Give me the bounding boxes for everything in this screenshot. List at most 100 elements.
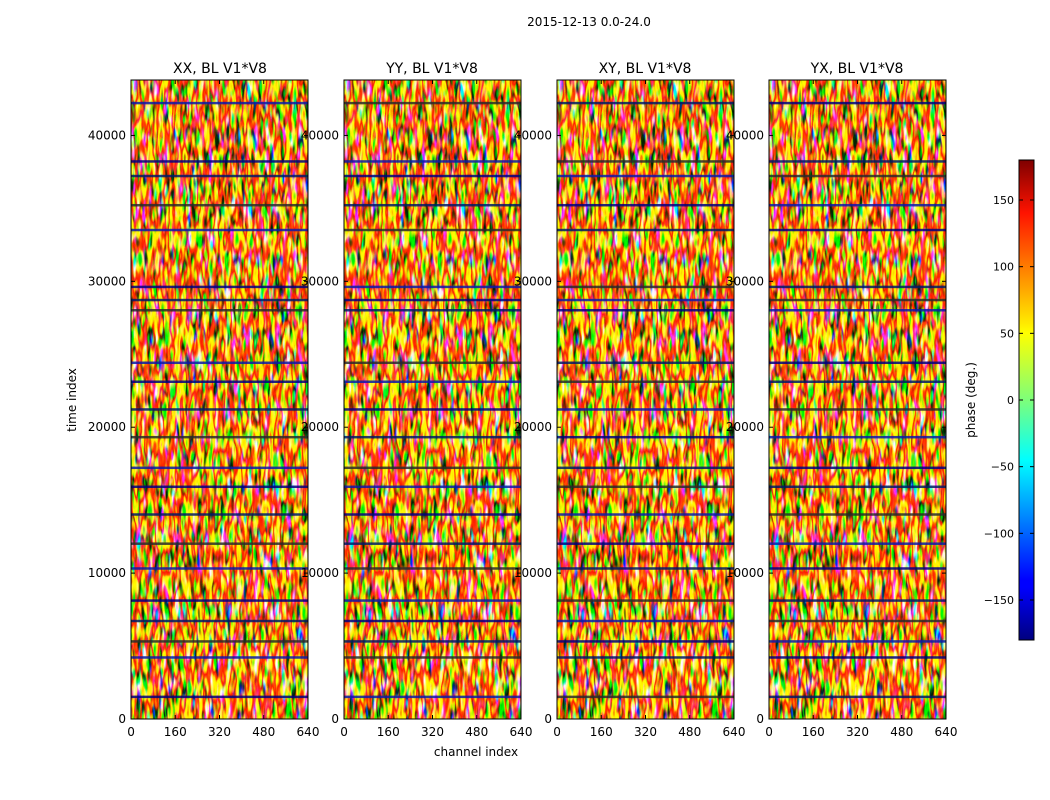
flag-band — [344, 542, 521, 545]
flag-band — [344, 485, 521, 489]
flag-band — [557, 640, 734, 643]
flag-band — [344, 203, 521, 207]
flag-band — [344, 640, 521, 643]
panel-title-yx: YX, BL V1*V8 — [810, 61, 904, 77]
flag-band — [344, 285, 521, 289]
flag-band — [131, 380, 308, 383]
y-tick-label: 10000 — [514, 566, 552, 580]
flag-band — [557, 542, 734, 545]
colorbar-tick-label: −150 — [984, 594, 1014, 607]
y-tick-label: 0 — [118, 712, 126, 726]
flag-band — [131, 285, 308, 289]
x-tick-label: 320 — [208, 725, 231, 739]
flag-band — [769, 619, 946, 623]
figure-suptitle: 2015-12-13 0.0-24.0 — [527, 15, 651, 29]
flag-band — [344, 695, 521, 699]
flag-band — [769, 285, 946, 289]
flag-band — [131, 485, 308, 489]
flag-band — [557, 160, 734, 163]
flag-band — [769, 567, 946, 570]
colorbar: −150 −100 −50 0 50 100 150 phase (deg.) — [964, 159, 1035, 641]
x-tick-label: 640 — [297, 725, 320, 739]
flag-band — [557, 466, 734, 470]
flag-band — [131, 619, 308, 623]
x-tick-label: 0 — [127, 725, 135, 739]
flag-band — [769, 466, 946, 470]
flag-band — [557, 174, 734, 178]
x-axis-label: channel index — [434, 745, 518, 759]
phase-texture — [131, 80, 308, 719]
colorbar-tick-label: −50 — [991, 461, 1014, 474]
y-tick-label: 20000 — [514, 420, 552, 434]
colorbar-label: phase (deg.) — [964, 362, 978, 438]
flag-band — [557, 228, 734, 232]
flag-band — [131, 656, 308, 659]
x-tick-label: 480 — [890, 725, 913, 739]
colorbar-tick-label: 50 — [1000, 327, 1014, 340]
y-tick-label: 0 — [756, 712, 764, 726]
x-tick-label: 160 — [802, 725, 825, 739]
panel-title-yy: YY, BL V1*V8 — [385, 61, 478, 77]
flag-band — [769, 380, 946, 383]
y-tick-label: 30000 — [514, 274, 552, 288]
flag-band — [131, 567, 308, 570]
y-tick-label: 10000 — [88, 566, 126, 580]
flag-band — [344, 599, 521, 602]
flag-band — [769, 160, 946, 163]
flag-band — [131, 408, 308, 411]
panel-xx: XX, BL V1*V8 0 160 320 480 640 0 10000 20000 300… — [88, 61, 320, 739]
flag-band — [769, 435, 946, 439]
flag-band — [557, 309, 734, 312]
colorbar-tick-label: 100 — [993, 261, 1014, 274]
flag-band — [769, 203, 946, 207]
flag-band — [557, 203, 734, 207]
flag-band — [344, 101, 521, 105]
flag-band — [769, 174, 946, 178]
flag-band — [769, 101, 946, 105]
y-tick-label: 20000 — [301, 420, 339, 434]
y-tick-label: 40000 — [88, 128, 126, 142]
x-tick-label: 320 — [634, 725, 657, 739]
flag-band — [344, 513, 521, 516]
x-tick-label: 480 — [252, 725, 275, 739]
x-tick-label: 640 — [723, 725, 746, 739]
flag-band — [131, 203, 308, 207]
flag-band — [131, 542, 308, 545]
flag-band — [769, 695, 946, 699]
panel-yy: YY, BL V1*V8 0 160 320 480 640 0 10000 20000 300… — [301, 61, 533, 739]
y-tick-label: 40000 — [726, 128, 764, 142]
y-axis-label: time index — [65, 368, 79, 432]
flag-band — [344, 309, 521, 312]
flag-band — [344, 567, 521, 570]
x-tick-label: 160 — [590, 725, 613, 739]
flag-band — [344, 228, 521, 232]
heatmap-yy: 0 160 320 480 640 0 10000 20000 30000 40000 — [301, 79, 532, 739]
flag-band — [131, 695, 308, 699]
flag-band — [557, 599, 734, 602]
y-tick-label: 0 — [331, 712, 339, 726]
flag-band — [131, 298, 308, 302]
heatmap-xx: 0 160 320 480 640 0 10000 20000 30000 40000 — [88, 79, 320, 739]
flag-band — [557, 361, 734, 365]
y-tick-label: 30000 — [301, 274, 339, 288]
flag-band — [344, 361, 521, 365]
colorbar-tick-label: −100 — [984, 527, 1014, 540]
y-tick-label: 40000 — [514, 128, 552, 142]
y-tick-label: 30000 — [88, 274, 126, 288]
panel-title-xx: XX, BL V1*V8 — [173, 61, 267, 77]
flag-band — [769, 309, 946, 312]
x-tick-label: 0 — [553, 725, 561, 739]
flag-band — [769, 599, 946, 602]
colorbar-tick-label: 150 — [993, 194, 1014, 207]
y-tick-label: 10000 — [726, 566, 764, 580]
phase-texture — [769, 80, 946, 719]
flag-band — [131, 361, 308, 365]
flag-band — [557, 298, 734, 302]
x-tick-label: 320 — [846, 725, 869, 739]
flag-band — [769, 542, 946, 545]
flag-band — [557, 513, 734, 516]
flag-band — [344, 619, 521, 623]
flag-band — [344, 466, 521, 470]
panel-yx: YX, BL V1*V8 0 160 320 480 640 0 10000 20000 300… — [726, 61, 958, 739]
heatmap-xy: 0 160 320 480 640 0 10000 20000 30000 40000 — [514, 79, 746, 739]
